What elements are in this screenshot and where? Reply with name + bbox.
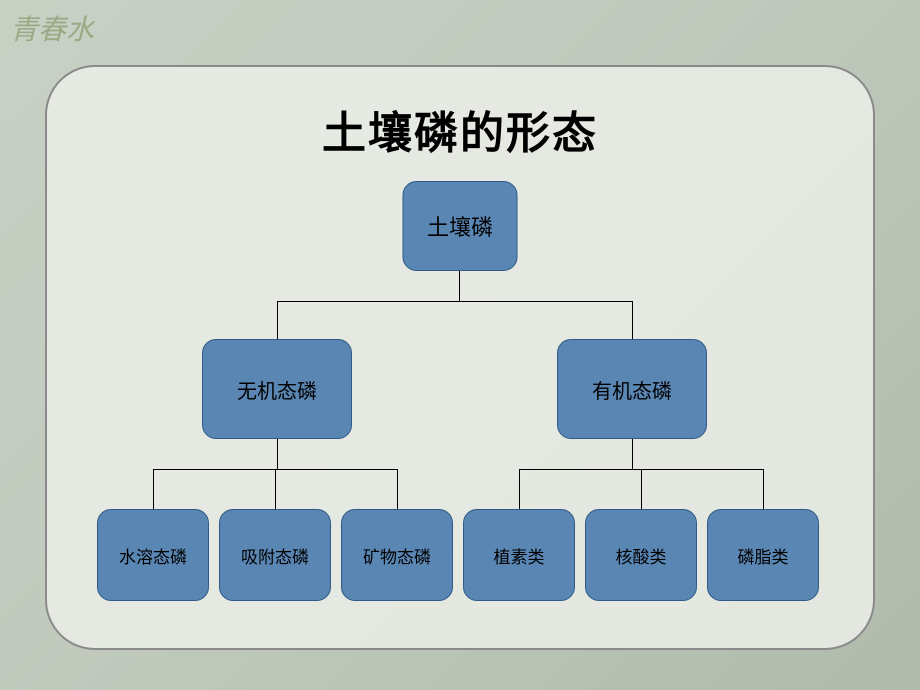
connector: [632, 301, 633, 339]
connector: [641, 469, 642, 509]
node-label: 有机态磷: [592, 375, 672, 404]
tree-leaf-node: 磷脂类: [707, 509, 819, 601]
tree-leaf-node: 矿物态磷: [341, 509, 453, 601]
content-panel: 土壤磷的形态 土壤磷 无机态磷 有机态磷: [45, 65, 875, 650]
connector: [763, 469, 764, 509]
node-label: 植素类: [494, 543, 545, 568]
tree-node-inorganic: 无机态磷: [202, 339, 352, 439]
tree-leaf-node: 水溶态磷: [97, 509, 209, 601]
tree-leaf-node: 植素类: [463, 509, 575, 601]
connector: [277, 301, 278, 339]
node-label: 核酸类: [616, 543, 667, 568]
node-label: 水溶态磷: [119, 543, 187, 568]
connector: [275, 469, 276, 509]
tree-root-node: 土壤磷: [403, 181, 518, 271]
tree-node-organic: 有机态磷: [557, 339, 707, 439]
tree-leaf-node: 核酸类: [585, 509, 697, 601]
tree-leaf-node: 吸附态磷: [219, 509, 331, 601]
logo: 青春水: [10, 8, 94, 48]
node-label: 磷脂类: [738, 543, 789, 568]
connector: [632, 439, 633, 469]
connector: [397, 469, 398, 509]
node-label: 吸附态磷: [241, 543, 309, 568]
connector: [519, 469, 520, 509]
connector: [277, 439, 278, 469]
connector: [459, 271, 460, 301]
tree-diagram: 土壤磷 无机态磷 有机态磷 水溶态磷 吸附态磷 矿物态磷 植素类 核酸类 磷脂类: [87, 181, 833, 601]
connector: [153, 469, 154, 509]
connector: [277, 301, 633, 302]
node-label: 土壤磷: [427, 210, 493, 242]
node-label: 矿物态磷: [363, 543, 431, 568]
slide-title: 土壤磷的形态: [87, 97, 833, 161]
node-label: 无机态磷: [237, 375, 317, 404]
